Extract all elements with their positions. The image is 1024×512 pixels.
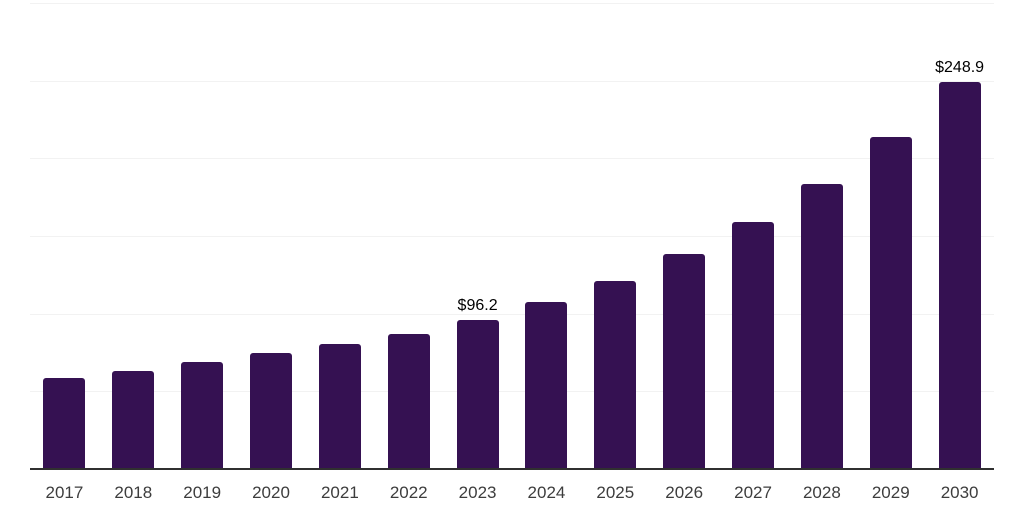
bar-slot-2022 xyxy=(374,3,443,470)
bar-slot-2023: $96.2 xyxy=(443,3,512,470)
gridline-300 xyxy=(30,3,994,4)
bar-2027 xyxy=(732,221,775,469)
bar-slot-2020 xyxy=(237,3,306,470)
gridline-200 xyxy=(30,158,994,160)
gridline-50 xyxy=(30,391,994,393)
x-label-2022: 2022 xyxy=(389,483,428,502)
bar-2023 xyxy=(456,319,499,469)
x-label-2025: 2025 xyxy=(596,483,635,502)
x-label-2021: 2021 xyxy=(320,483,359,502)
bar-slot-2019 xyxy=(168,3,237,470)
bar-2025 xyxy=(594,281,637,469)
bar-2020 xyxy=(250,352,292,469)
bar-slot-2021 xyxy=(305,3,374,470)
bar-2022 xyxy=(387,333,430,469)
bar-slot-2030: $248.9 xyxy=(925,3,994,470)
bar-slot-2018 xyxy=(99,3,168,470)
gridline-100 xyxy=(30,313,994,315)
x-label-2030: 2030 xyxy=(940,483,979,502)
x-label-2029: 2029 xyxy=(871,483,910,502)
bar-slot-2028 xyxy=(787,3,856,470)
gridline-250 xyxy=(30,80,994,82)
x-label-2024: 2024 xyxy=(527,483,566,502)
bar-2030 xyxy=(938,82,981,469)
bar-2024 xyxy=(525,301,568,469)
bar-slot-2027 xyxy=(719,3,788,470)
x-label-2020: 2020 xyxy=(252,483,290,502)
x-label-2026: 2026 xyxy=(665,483,704,502)
x-axis-labels: 2017 2018 2019 2020 2021 2022 2023 2024 2025 2026… xyxy=(30,483,994,503)
value-label-2030: $248.9 xyxy=(935,59,985,77)
bar-2029 xyxy=(869,137,912,469)
bar-2019 xyxy=(181,361,224,469)
bar-slot-2026 xyxy=(650,3,719,470)
bar-2028 xyxy=(800,183,843,469)
x-label-2017: 2017 xyxy=(45,483,84,502)
bar-slot-2025 xyxy=(581,3,650,470)
bar-slot-2029 xyxy=(856,3,925,470)
bars-layer: $96.2 $248.9 xyxy=(30,3,994,470)
plot-area: $96.2 $248.9 xyxy=(30,3,994,470)
x-label-2019: 2019 xyxy=(183,483,222,502)
value-label-2023: $96.2 xyxy=(457,296,498,314)
x-label-2018: 2018 xyxy=(114,483,153,502)
gridline-150 xyxy=(30,236,994,237)
bar-2018 xyxy=(112,370,155,469)
bar-slot-2024 xyxy=(512,3,581,470)
x-label-2027: 2027 xyxy=(734,483,772,502)
x-label-2028: 2028 xyxy=(802,483,841,502)
bar-2021 xyxy=(318,344,361,469)
bar-2026 xyxy=(663,253,706,469)
x-axis-line xyxy=(30,468,994,470)
x-label-2023: 2023 xyxy=(458,483,497,502)
bar-2017 xyxy=(43,378,86,469)
bar-slot-2017 xyxy=(30,3,99,470)
